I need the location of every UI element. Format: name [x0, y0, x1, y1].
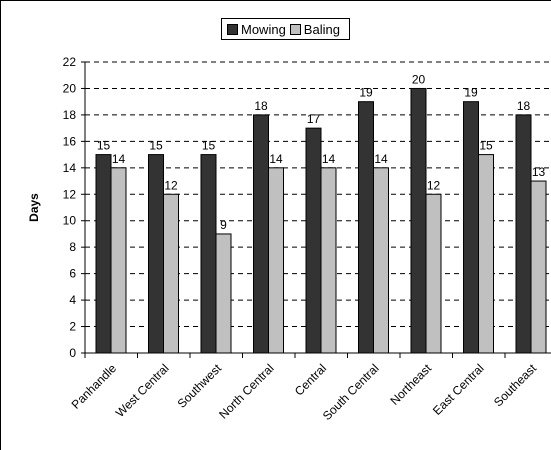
x-tick-label: West Central	[113, 361, 172, 420]
bar-mowing	[95, 154, 112, 354]
y-tick-label: 0	[69, 346, 76, 360]
data-label-baling: 12	[427, 178, 441, 192]
data-label-baling: 14	[322, 152, 336, 166]
data-label-mowing: 15	[149, 139, 163, 153]
bar-baling	[320, 167, 337, 354]
y-axis-label: Days	[27, 193, 41, 222]
bar-mowing	[148, 154, 164, 354]
data-label-baling: 15	[479, 139, 493, 153]
bar-mowing	[253, 114, 269, 354]
data-label-mowing: 18	[254, 99, 268, 113]
y-tick-label: 8	[69, 240, 76, 254]
bar-mowing	[358, 101, 374, 354]
y-tick-label: 12	[63, 187, 77, 201]
y-tick-label: 2	[69, 320, 76, 334]
y-tick-label: 4	[69, 293, 76, 307]
y-tick-label: 6	[69, 267, 76, 281]
x-tick-label: East Central	[430, 361, 487, 418]
data-label-baling: 14	[374, 152, 388, 166]
data-label-baling: 13	[532, 165, 546, 179]
y-tick-label: 20	[63, 81, 77, 95]
bar-mowing	[515, 114, 532, 354]
data-label-baling: 14	[112, 152, 126, 166]
data-label-baling: 9	[220, 218, 227, 232]
x-tick-label: Southeast	[491, 361, 540, 410]
x-tick-label: South Central	[320, 361, 382, 423]
bar-baling	[478, 154, 494, 354]
legend-item-baling: Baling	[289, 21, 340, 37]
legend-swatch-mowing	[227, 23, 238, 35]
data-label-baling: 12	[164, 178, 178, 192]
y-tick-label: 22	[63, 55, 77, 69]
y-tick-label: 10	[63, 214, 77, 228]
x-tick-label: Panhandle	[69, 361, 120, 412]
data-label-mowing: 17	[307, 112, 321, 126]
bar-baling	[215, 233, 232, 354]
data-label-mowing: 15	[202, 139, 216, 153]
bar-mowing	[200, 154, 217, 354]
legend-swatch-baling	[289, 23, 301, 35]
y-tick-label: 14	[63, 161, 77, 175]
legend-label-baling: Baling	[303, 21, 340, 37]
x-tick-label: Central	[292, 361, 329, 398]
x-tick-label: Southwest	[175, 361, 225, 411]
data-label-mowing: 15	[97, 139, 111, 153]
data-label-baling: 14	[269, 152, 283, 166]
data-label-mowing: 18	[517, 99, 531, 113]
chart-legend: Mowing Baling	[221, 18, 350, 40]
bar-mowing	[305, 127, 322, 354]
y-tick-label: 18	[63, 108, 77, 122]
legend-label-mowing: Mowing	[241, 21, 286, 37]
x-tick-label: Northeast	[387, 361, 434, 408]
bar-baling	[163, 193, 179, 354]
data-label-mowing: 20	[412, 72, 426, 86]
bar-baling	[425, 193, 442, 354]
bar-baling	[373, 167, 389, 354]
data-label-mowing: 19	[359, 86, 373, 100]
x-tick-label: North Central	[216, 361, 276, 421]
bar-mowing	[410, 87, 427, 354]
bar-baling	[110, 167, 127, 354]
legend-item-mowing: Mowing	[227, 22, 286, 37]
bar-baling	[530, 180, 547, 354]
y-tick-label: 16	[63, 134, 77, 148]
bar-baling	[268, 167, 284, 354]
bar-mowing	[463, 101, 479, 354]
data-label-mowing: 19	[464, 86, 478, 100]
